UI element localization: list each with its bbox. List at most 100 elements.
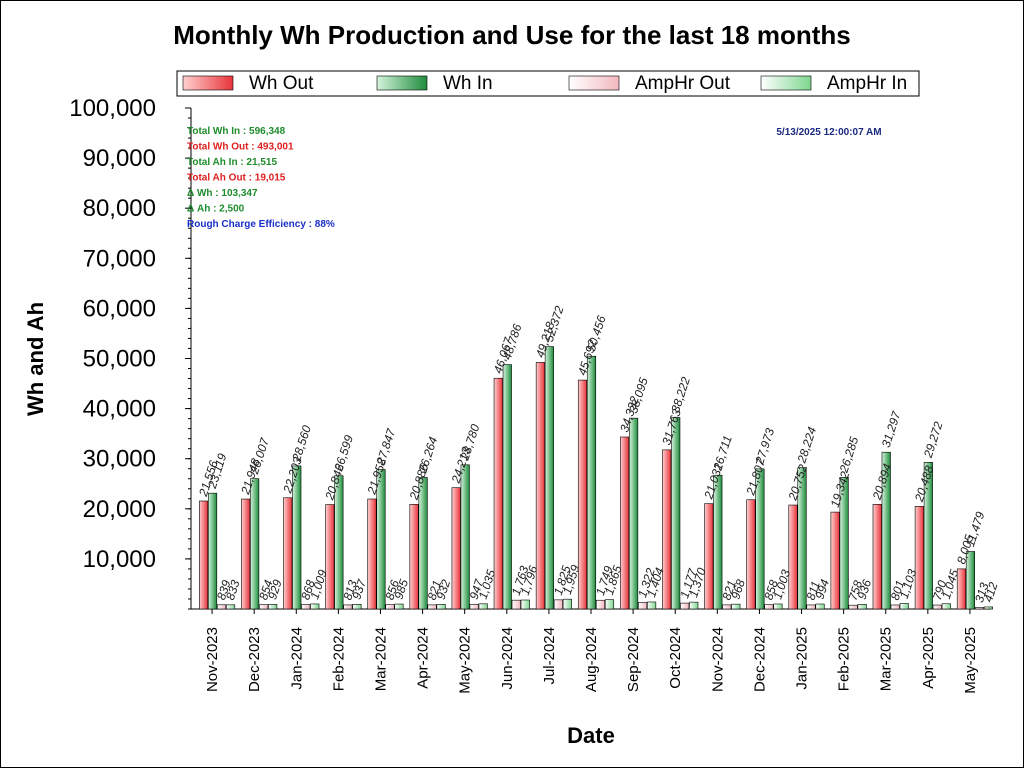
- x-tick-label: Feb-2024: [330, 627, 347, 691]
- bar: [544, 346, 554, 610]
- bar: [352, 604, 362, 610]
- bar: [839, 477, 849, 610]
- data-label: 26,285: [836, 435, 861, 475]
- bar: [773, 603, 783, 610]
- x-tick-label: Apr-2024: [415, 627, 432, 689]
- bar: [983, 606, 993, 610]
- bar: [764, 604, 774, 610]
- y-axis: 10,000 20,000 30,000 40,000 50,000 60,000 70,0…: [69, 95, 192, 610]
- legend: Wh Out Wh In AmpHr Out AmpHr In: [176, 70, 920, 97]
- legend-swatch: [376, 75, 428, 91]
- bar: [394, 603, 404, 610]
- x-tick-label: Jun-2024: [499, 627, 516, 690]
- stat-line: Δ Ah : 2,500: [187, 204, 245, 215]
- data-label: 26,599: [331, 433, 356, 473]
- data-label: 28,560: [289, 423, 314, 463]
- bar: [941, 603, 951, 610]
- data-label: 821: [719, 578, 739, 601]
- bar: [250, 478, 260, 610]
- bar: [334, 475, 344, 610]
- data-label: 821: [425, 578, 445, 601]
- bar: [746, 499, 756, 610]
- x-tick-label: Nov-2024: [709, 627, 726, 692]
- legend-label: AmpHr Out: [635, 73, 731, 94]
- bar: [899, 603, 909, 610]
- bar: [259, 604, 269, 610]
- bar: [956, 568, 966, 610]
- x-tick-label: Feb-2025: [836, 627, 853, 691]
- data-label: 947: [467, 577, 487, 602]
- stat-line: Rough Charge Efficiency : 88%: [187, 219, 335, 230]
- legend-swatch: [568, 75, 620, 91]
- bar: [872, 504, 882, 610]
- bar: [620, 436, 630, 610]
- data-label: 813: [340, 578, 360, 602]
- data-label: 968: [728, 577, 748, 601]
- bar: [502, 364, 512, 610]
- y-tick-label: 70,000: [83, 245, 156, 272]
- bar: [292, 465, 302, 610]
- data-label: 937: [349, 577, 369, 602]
- timestamp-annotation: 5/13/2025 12:00:07 AM: [776, 127, 881, 138]
- bar: [301, 604, 311, 610]
- legend-label: Wh In: [443, 73, 493, 94]
- bar: [268, 604, 278, 610]
- bar: [890, 604, 900, 610]
- bar: [974, 607, 984, 610]
- data-label: 854: [256, 578, 276, 602]
- bar: [857, 604, 867, 610]
- y-tick-label: 60,000: [83, 295, 156, 322]
- data-label: 26,711: [710, 434, 735, 473]
- data-label: 412: [981, 580, 1001, 604]
- data-label: 28,224: [794, 425, 819, 465]
- stat-line: Total Wh In : 596,348: [187, 126, 286, 137]
- bar: [385, 604, 395, 610]
- y-tick-label: 80,000: [83, 195, 156, 222]
- x-tick-label: Mar-2025: [878, 627, 895, 691]
- stat-line: Δ Wh : 103,347: [187, 188, 258, 199]
- legend-label: AmpHr In: [827, 73, 907, 94]
- bar: [577, 379, 588, 610]
- bar: [731, 603, 741, 610]
- x-tick-label: Oct-2024: [667, 627, 684, 689]
- y-tick-label: 50,000: [83, 346, 156, 373]
- x-axis: Nov-2023 Dec-2023 Jan-2024 Feb-2024 Mar-2024…: [191, 608, 991, 694]
- data-label: 29,272: [921, 420, 946, 460]
- x-tick-label: Dec-2023: [246, 627, 263, 692]
- data-label: 50,456: [584, 314, 609, 354]
- x-tick-label: Apr-2025: [920, 627, 937, 689]
- data-label: 31,297: [879, 409, 904, 449]
- x-tick-label: Jul-2024: [541, 627, 558, 685]
- x-tick-label: Nov-2023: [204, 627, 221, 692]
- stat-line: Total Wh Out : 493,001: [187, 142, 294, 153]
- bar: [451, 487, 461, 610]
- bar: [409, 504, 419, 610]
- data-label: 985: [392, 577, 412, 601]
- bar: [520, 599, 530, 610]
- bar: [662, 449, 672, 610]
- y-tick-label: 20,000: [83, 496, 156, 523]
- x-tick-label: Jan-2025: [794, 627, 811, 690]
- bar: [367, 498, 377, 610]
- bar: [815, 603, 825, 610]
- bar: [604, 599, 615, 610]
- bar: [562, 598, 572, 610]
- x-tick-label: May-2024: [457, 627, 474, 694]
- bar: [460, 464, 470, 610]
- data-label: 38,222: [668, 375, 693, 415]
- bar: [830, 511, 840, 610]
- bar: [226, 604, 236, 610]
- stat-line: Total Ah In : 21,515: [187, 157, 277, 168]
- data-label: 27,973: [752, 426, 777, 466]
- x-tick-label: Mar-2024: [372, 627, 389, 691]
- bar: [343, 604, 353, 610]
- data-label: 858: [761, 578, 781, 602]
- x-tick-label: Aug-2024: [583, 627, 600, 692]
- bar: [493, 377, 503, 610]
- data-label: 26,007: [247, 435, 272, 476]
- stat-line: Total Ah Out : 19,015: [187, 173, 286, 184]
- data-label: 868: [298, 578, 318, 602]
- bar: [418, 477, 428, 610]
- bar: [914, 506, 924, 610]
